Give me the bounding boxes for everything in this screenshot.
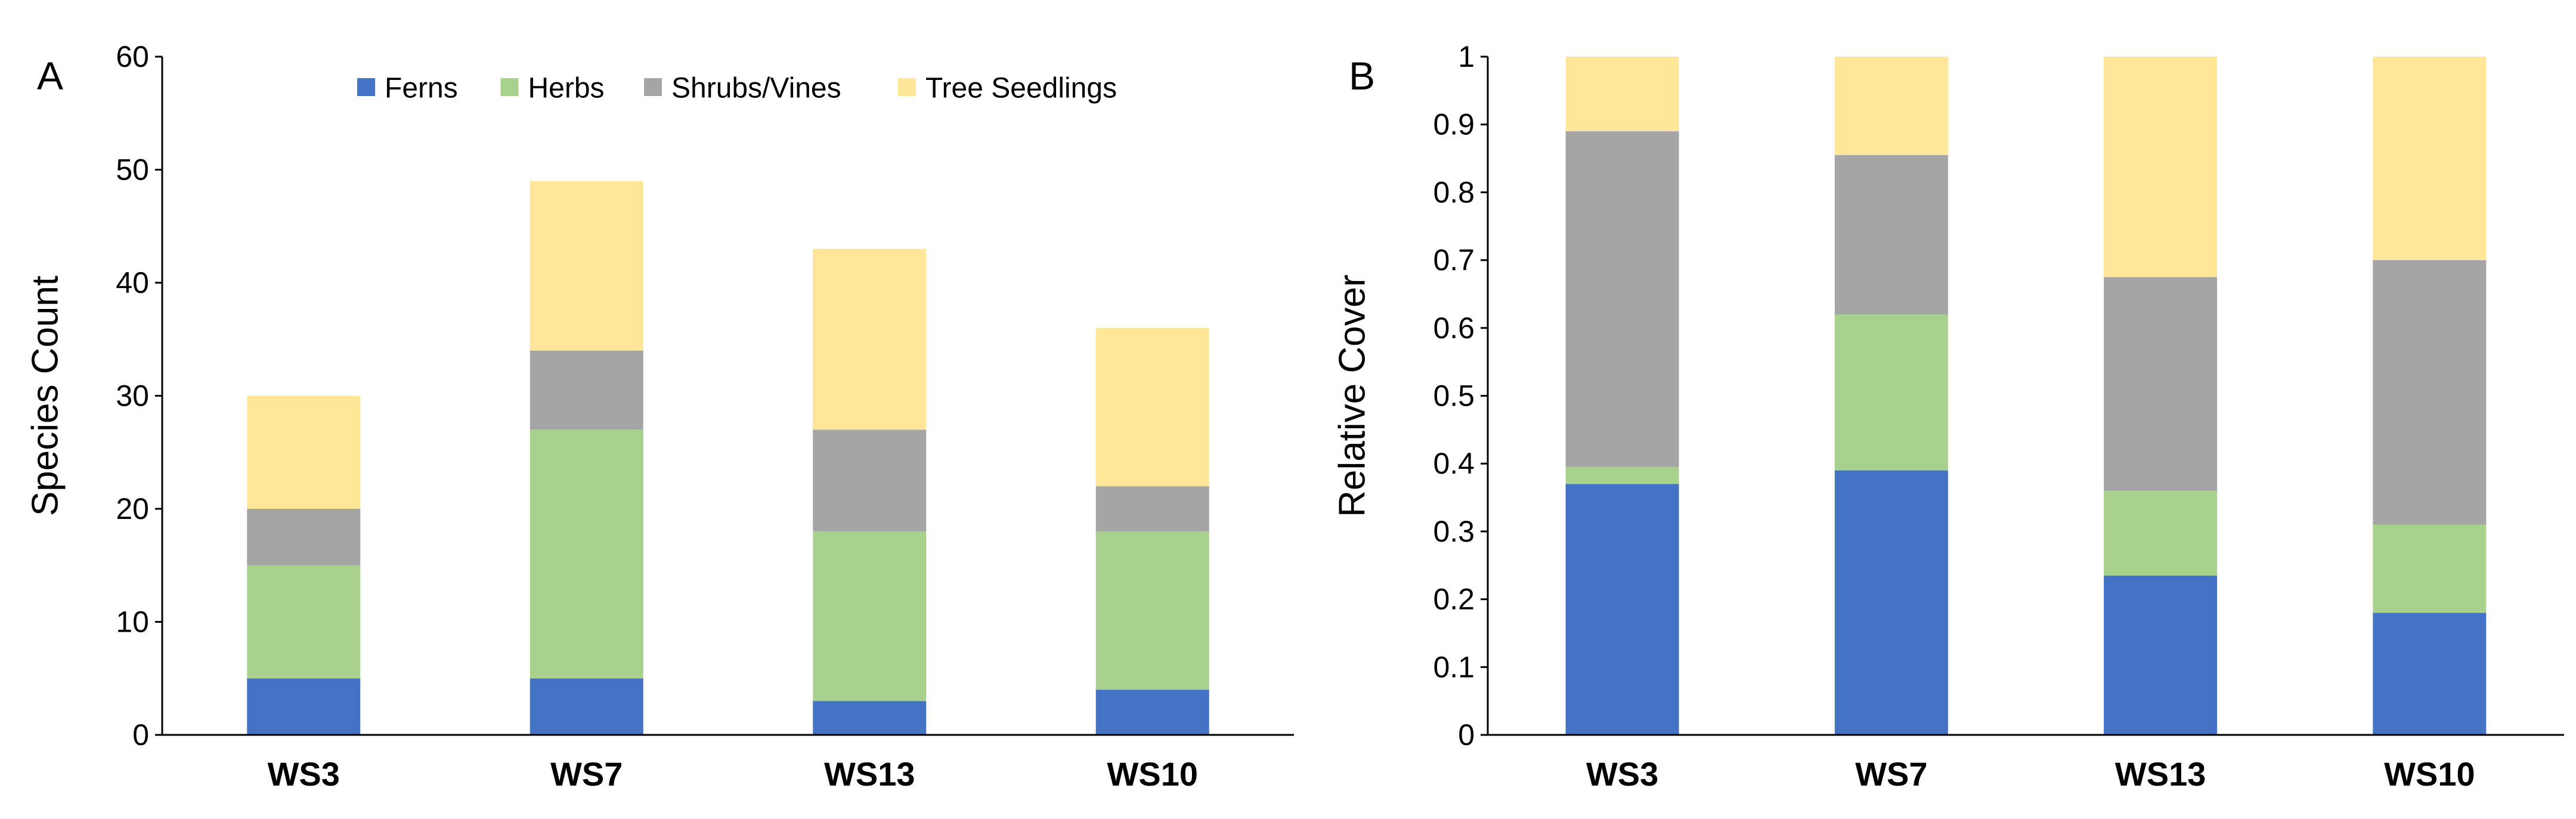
y-tick-label: 0 xyxy=(132,718,149,752)
y-tick-label: 0.9 xyxy=(1433,108,1475,141)
bar-ws13-herbs xyxy=(2104,490,2218,576)
bar-ws7-shrubs-vines xyxy=(1834,154,1948,315)
bar-ws10-shrubs-vines xyxy=(2373,260,2487,525)
bar-ws3-herbs xyxy=(1565,466,1679,484)
y-tick-label: 20 xyxy=(116,492,149,526)
y-axis-title: Species Count xyxy=(24,276,66,516)
bar-ws7-shrubs-vines xyxy=(530,350,643,430)
y-tick-label: 60 xyxy=(116,40,149,73)
legend: Ferns Herbs Shrubs/Vines Tree Seedlings xyxy=(357,73,1117,104)
bar-ws10-herbs xyxy=(2373,524,2487,613)
x-tick-label-ws7: WS7 xyxy=(1855,755,1927,793)
y-tick-label: 0.5 xyxy=(1433,379,1475,413)
bar-ws3-ferns xyxy=(1565,484,1679,735)
x-tick-label-ws13: WS13 xyxy=(2115,755,2206,793)
x-tick-label-ws10: WS10 xyxy=(2384,755,2475,793)
x-tick-label-ws10: WS10 xyxy=(1107,755,1199,793)
y-tick-label: 0.3 xyxy=(1433,515,1475,548)
y-tick-label: 0 xyxy=(1458,718,1475,752)
bar-ws3-ferns xyxy=(247,678,361,735)
bar-ws10-ferns xyxy=(1095,690,1209,735)
y-tick-label: 30 xyxy=(116,379,149,413)
legend-swatch-tree-seedlings xyxy=(898,78,916,96)
x-tick-label-ws13: WS13 xyxy=(824,755,915,793)
bar-ws10-ferns xyxy=(2373,613,2487,735)
bar-ws7-ferns xyxy=(1834,470,1948,735)
legend-label-herbs: Herbs xyxy=(528,73,605,104)
bar-ws10-herbs xyxy=(1095,531,1209,690)
bar-ws3-tree-seedlings xyxy=(1565,57,1679,132)
bar-ws10-tree-seedlings xyxy=(1095,327,1209,487)
bar-ws3-herbs xyxy=(247,565,361,679)
x-tick-label-ws3: WS3 xyxy=(268,755,340,793)
y-tick-label: 0.1 xyxy=(1433,650,1475,684)
legend-label-ferns: Ferns xyxy=(385,73,458,104)
bar-ws3-shrubs-vines xyxy=(247,509,361,565)
bar-ws7-tree-seedlings xyxy=(1834,57,1948,155)
bar-ws13-tree-seedlings xyxy=(813,249,927,430)
bar-ws13-ferns xyxy=(2104,575,2218,735)
y-tick-label: 0.4 xyxy=(1433,447,1475,480)
legend-swatch-ferns xyxy=(357,78,375,96)
legend-label-shrubs-vines: Shrubs/Vines xyxy=(671,73,841,104)
bar-ws13-shrubs-vines xyxy=(2104,277,2218,491)
bar-ws3-tree-seedlings xyxy=(247,395,361,509)
bar-ws13-shrubs-vines xyxy=(813,429,927,531)
chart-panel-a: A Species Count WS3 WS7 WS13 WS10 0 10 20 30 40 50 6… xyxy=(24,40,1294,793)
bar-ws7-tree-seedlings xyxy=(530,181,643,351)
y-tick-label: 50 xyxy=(116,153,149,187)
legend-swatch-shrubs-vines xyxy=(644,78,662,96)
y-tick-label: 0.2 xyxy=(1433,583,1475,616)
y-tick-label: 1 xyxy=(1458,40,1475,73)
y-tick-label: 0.7 xyxy=(1433,243,1475,277)
bar-ws3-shrubs-vines xyxy=(1565,131,1679,467)
bar-ws13-ferns xyxy=(813,701,927,735)
y-tick-label: 0.6 xyxy=(1433,311,1475,345)
x-tick-label-ws7: WS7 xyxy=(550,755,623,793)
bar-ws13-herbs xyxy=(813,531,927,701)
y-axis-title: Relative Cover xyxy=(1332,274,1373,517)
bar-ws10-shrubs-vines xyxy=(1095,486,1209,531)
bar-ws7-herbs xyxy=(530,429,643,679)
legend-swatch-herbs xyxy=(500,78,519,96)
panel-letter: B xyxy=(1349,54,1375,98)
bar-ws7-herbs xyxy=(1834,314,1948,471)
bar-ws13-tree-seedlings xyxy=(2104,57,2218,277)
bar-ws10-tree-seedlings xyxy=(2373,57,2487,261)
chart-panel-b: B Relative Cover WS3 WS7 WS13 WS10 0 0.1 0.2 0.3 0… xyxy=(1332,40,2564,793)
y-tick-label: 40 xyxy=(116,266,149,299)
panel-letter: A xyxy=(37,54,63,98)
bar-ws7-ferns xyxy=(530,678,643,735)
legend-label-tree-seedlings: Tree Seedlings xyxy=(925,73,1117,104)
x-tick-label-ws3: WS3 xyxy=(1586,755,1658,793)
y-tick-label: 10 xyxy=(116,605,149,639)
y-tick-label: 0.8 xyxy=(1433,175,1475,209)
